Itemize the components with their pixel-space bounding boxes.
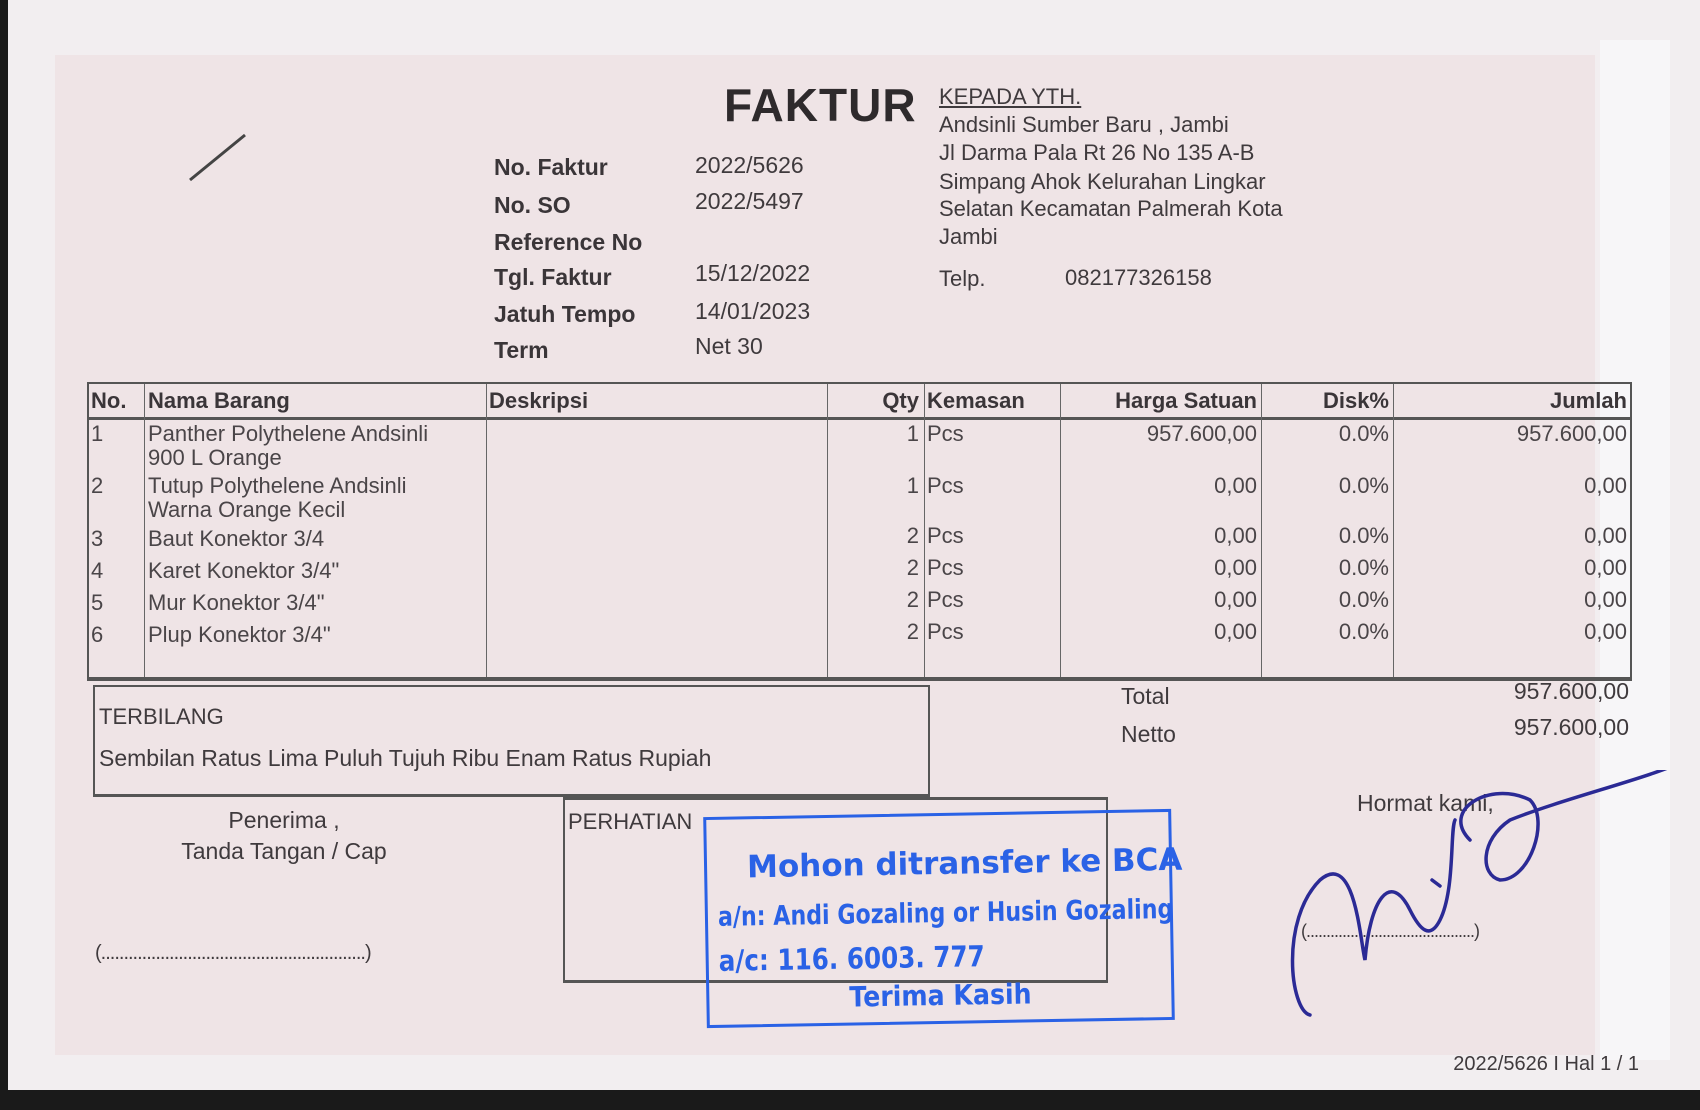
column-header: Jumlah (1549, 388, 1627, 413)
row-price: 0,00 (1214, 473, 1257, 498)
row-unit: Pcs (927, 587, 964, 612)
row-total: 0,00 (1584, 587, 1627, 612)
row-number: 4 (91, 558, 104, 583)
row-qty: 2 (906, 523, 919, 548)
row-discount: 0.0% (1338, 421, 1389, 446)
row-unit: Pcs (927, 555, 964, 580)
address-line: Andsinli Sumber Baru , Jambi (939, 112, 1229, 137)
total-value: 957.600,00 (1513, 678, 1629, 704)
field-label: Reference No (494, 229, 643, 255)
field-label: Jatuh Tempo (494, 301, 636, 327)
address-line: Selatan Kecamatan Palmerah Kota (939, 196, 1283, 221)
row-price: 0,00 (1214, 619, 1257, 644)
items-table: No. Nama Barang Deskripsi Qty Kemasan Ha… (87, 382, 1632, 681)
field-label: Term (494, 337, 549, 363)
row-number: 5 (91, 590, 104, 615)
paper-edge (1600, 40, 1670, 1060)
terbilang-label: TERBILANG (99, 704, 224, 729)
field-label: No. SO (494, 192, 571, 218)
row-qty: 2 (906, 555, 919, 580)
row-item-name: Warna Orange Kecil (148, 497, 346, 522)
column-header: Nama Barang (148, 388, 290, 413)
column-header: Disk% (1322, 388, 1389, 413)
row-unit: Pcs (927, 421, 964, 446)
terbilang-box: TERBILANG Sembilan Ratus Lima Puluh Tuju… (93, 685, 930, 797)
address-line: Jambi (939, 224, 998, 249)
bank-transfer-stamp: Mohon ditransfer ke BCA a/n: Andi Gozali… (703, 808, 1183, 1029)
field-label: Tgl. Faktur (494, 264, 612, 290)
netto-label: Netto (1121, 721, 1176, 747)
row-item-name: Plup Konektor 3/4" (148, 622, 331, 647)
row-discount: 0.0% (1338, 587, 1389, 612)
row-item-name: Panther Polythelene Andsinli (148, 421, 429, 446)
row-number: 2 (91, 473, 104, 498)
row-discount: 0.0% (1338, 473, 1389, 498)
row-price: 0,00 (1214, 587, 1257, 612)
row-qty: 2 (906, 587, 919, 612)
perhatian-label: PERHATIAN (568, 809, 693, 834)
row-price: 0,00 (1214, 523, 1257, 548)
row-discount: 0.0% (1338, 523, 1389, 548)
field-value: 15/12/2022 (695, 260, 811, 286)
stamp-line: a/n: Andi Gozaling or Husin Gozaling (717, 893, 1174, 933)
phone-label: Telp. (939, 266, 986, 291)
row-item-name: Karet Konektor 3/4" (148, 558, 340, 583)
pen-mark-icon (189, 133, 246, 182)
column-header: Qty (882, 388, 919, 413)
row-number: 1 (91, 421, 104, 446)
paper-tint (55, 55, 1595, 1055)
row-unit: Pcs (927, 619, 964, 644)
table-header (89, 384, 1630, 420)
row-total: 0,00 (1584, 619, 1627, 644)
field-value: 2022/5626 (695, 152, 804, 178)
field-value: 14/01/2023 (695, 298, 811, 324)
row-item-name: Tutup Polythelene Andsinli (148, 473, 407, 498)
row-price: 0,00 (1214, 555, 1257, 580)
document-title: FAKTUR (724, 79, 917, 131)
row-unit: Pcs (927, 523, 964, 548)
row-qty: 2 (906, 619, 919, 644)
field-value: 2022/5497 (695, 188, 804, 214)
total-label: Total (1121, 683, 1170, 709)
receiver-sign-label: Tanda Tangan / Cap (181, 838, 387, 864)
recipient-heading: KEPADA YTH. (939, 84, 1082, 109)
receiver-label: Penerima , (228, 807, 340, 833)
column-header: Harga Satuan (1115, 388, 1257, 413)
row-number: 6 (91, 622, 104, 647)
terbilang-text: Sembilan Ratus Lima Puluh Tujuh Ribu Ena… (99, 745, 712, 771)
column-header: Kemasan (927, 388, 1025, 413)
row-qty: 1 (906, 421, 919, 446)
stamp-line: Terima Kasih (849, 977, 1032, 1014)
page-footer: 2022/5626 I Hal 1 / 1 (1453, 1053, 1639, 1075)
stamp-line: Mohon ditransfer ke BCA (746, 841, 1183, 886)
address-line: Simpang Ahok Kelurahan Lingkar (939, 169, 1266, 194)
column-header: No. (91, 388, 127, 413)
row-unit: Pcs (927, 473, 964, 498)
row-item-name: Mur Konektor 3/4" (148, 590, 325, 615)
row-number: 3 (91, 526, 104, 551)
row-discount: 0.0% (1338, 555, 1389, 580)
row-total: 957.600,00 (1516, 421, 1627, 446)
row-qty: 1 (906, 473, 919, 498)
column-header: Deskripsi (489, 388, 589, 413)
row-total: 0,00 (1584, 473, 1627, 498)
netto-value: 957.600,00 (1513, 714, 1629, 740)
row-item-name: 900 L Orange (148, 445, 282, 470)
row-item-name: Baut Konektor 3/4 (148, 526, 325, 551)
field-value: Net 30 (695, 333, 763, 359)
signature (1290, 770, 1668, 1017)
field-label: No. Faktur (494, 154, 608, 180)
perhatian-box: PERHATIAN (563, 797, 1108, 983)
address-line: Jl Darma Pala Rt 26 No 135 A-B (939, 140, 1255, 165)
row-total: 0,00 (1584, 555, 1627, 580)
row-total: 0,00 (1584, 523, 1627, 548)
row-price: 957.600,00 (1146, 421, 1257, 446)
phone-value: 082177326158 (1065, 265, 1212, 290)
receiver-sign-line: (.......................................… (95, 942, 372, 964)
stamp-line: a/c: 116. 6003. 777 (718, 939, 986, 978)
row-discount: 0.0% (1338, 619, 1389, 644)
